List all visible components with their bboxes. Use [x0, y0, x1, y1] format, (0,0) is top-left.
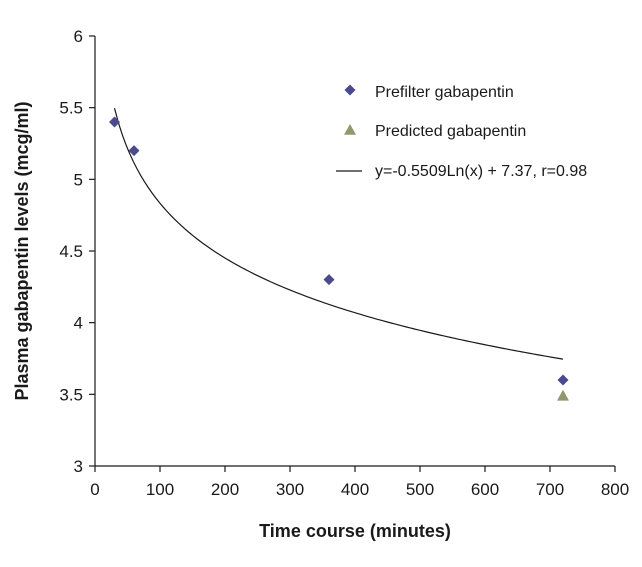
legend: Prefilter gabapentin Predicted gabapenti… — [336, 84, 587, 180]
x-tick-label: 600 — [471, 480, 499, 499]
data-markers — [109, 116, 569, 401]
x-tick-label: 400 — [341, 480, 369, 499]
x-tick-label: 800 — [601, 480, 629, 499]
y-axis-title: Plasma gabapentin levels (mcg/ml) — [12, 101, 32, 400]
prefilter-point — [128, 145, 140, 157]
predicted-point — [557, 389, 569, 401]
y-tick-label: 6 — [74, 27, 83, 46]
prefilter-point — [109, 116, 120, 128]
log-trendline — [113, 108, 564, 360]
prefilter-point — [323, 274, 335, 286]
legend-marker-predicted-triangle-icon — [344, 124, 356, 135]
x-tick-label: 0 — [90, 480, 99, 499]
x-tick-label: 200 — [211, 480, 239, 499]
x-tick-label: 500 — [406, 480, 434, 499]
y-tick-label: 5 — [74, 170, 83, 189]
y-axis-ticks: 3 3.5 4 4.5 5 5.5 6 — [59, 27, 95, 476]
y-tick-label: 3 — [74, 457, 83, 476]
prefilter-point — [557, 374, 569, 386]
y-tick-label: 4 — [74, 314, 83, 333]
x-axis-ticks: 0 100 200 300 400 500 600 700 800 — [90, 466, 629, 499]
x-tick-label: 300 — [276, 480, 304, 499]
x-tick-label: 700 — [536, 480, 564, 499]
y-tick-label: 4.5 — [59, 242, 83, 261]
x-tick-label: 100 — [146, 480, 174, 499]
axes: 3 3.5 4 4.5 5 5.5 6 0 100 200 300 400 500 600 700 800 — [59, 27, 629, 499]
legend-label-prefilter: Prefilter gabapentin — [375, 84, 514, 101]
legend-label-trendline: y=-0.5509Ln(x) + 7.37, r=0.98 — [375, 163, 587, 180]
legend-label-predicted: Predicted gabapentin — [375, 123, 526, 140]
y-tick-label: 5.5 — [59, 99, 83, 118]
x-axis-title: Time course (minutes) — [259, 521, 451, 541]
legend-marker-prefilter-diamond-icon — [344, 84, 356, 96]
y-tick-label: 3.5 — [59, 385, 83, 404]
